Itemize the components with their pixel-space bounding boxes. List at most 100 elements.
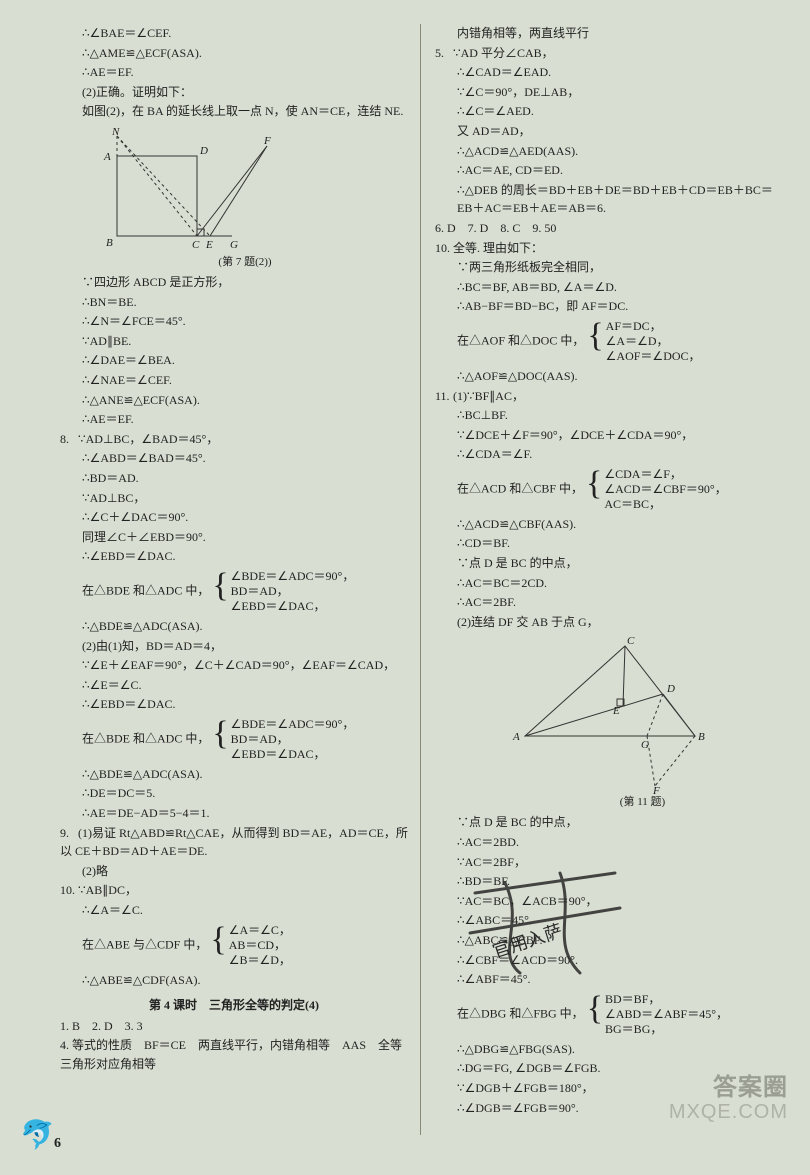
problem-8: 8.∵AD⊥BC，∠BAD＝45°， — [60, 430, 408, 450]
text-line: ∴∠N＝∠FCE＝45°. — [60, 312, 408, 332]
text-line: ∴△AOF≌△DOC(AAS). — [435, 367, 780, 387]
text-line: ∵AB∥DC， — [78, 883, 137, 897]
text-line: ∴∠ABD＝∠BAD＝45°. — [60, 449, 408, 469]
problem-number: 10. — [60, 881, 78, 900]
brace-row: ∠EBD＝∠DAC， — [231, 747, 355, 762]
brace-symbol-icon: { — [212, 717, 228, 762]
brace-prefix: 在△AOF 和△DOC 中， — [457, 333, 584, 347]
text-line: (2)由(1)知，BD＝AD＝4， — [60, 637, 408, 657]
text-line: ∴AE＝DE−AD＝5−4＝1. — [60, 804, 408, 824]
svg-text:B: B — [698, 731, 705, 743]
brace-row: BD＝AD， — [231, 732, 355, 747]
svg-text:D: D — [199, 145, 208, 157]
svg-text:B: B — [106, 237, 113, 249]
svg-text:N: N — [111, 126, 120, 138]
text-line: (1)易证 Rt△ABD≌Rt△CAE，从而得到 BD＝AE，AD＝CE，所以 … — [60, 826, 408, 859]
problem-11: 11.(1)∵BF∥AC， — [435, 387, 780, 407]
text-line: ∴AC＝2BD. — [435, 833, 780, 853]
text-line: ∴△ANE≌△ECF(ASA). — [60, 391, 408, 411]
text-line: ∴∠C＝∠AED. — [435, 102, 780, 122]
figure-7-2: N A D B C E G F (第 7 题(2)) — [82, 126, 408, 271]
text-line: ∴∠DAE＝∠BEA. — [60, 351, 408, 371]
answer-row: 4. 等式的性质 BF＝CE 两直线平行，内错角相等 AAS 全等三角形对应角相… — [60, 1036, 408, 1074]
brace-group: 在△AOF 和△DOC 中， { AF＝DC， ∠A＝∠D， ∠AOF＝∠DOC… — [435, 317, 780, 367]
text-line: ∵AD∥BE. — [60, 332, 408, 352]
brace-row: ∠A＝∠D， — [606, 334, 701, 349]
text-line: 又 AD＝AD， — [435, 122, 780, 142]
text-line: (2)连结 DF 交 AB 于点 G， — [435, 613, 780, 633]
stamp-overlay-icon: 官用入萨 — [465, 863, 625, 983]
text-line: ∴DE＝DC＝5. — [60, 784, 408, 804]
figure-11: C A B D E G F (第 11 题) — [505, 636, 780, 811]
text-line: 全等. 理由如下： — [453, 241, 543, 255]
watermark: 答案圈 MXQE.COM — [669, 1075, 788, 1123]
problem-number: 11. — [435, 387, 453, 406]
text-line: ∴∠A＝∠C. — [60, 901, 408, 921]
page: ∴∠BAE＝∠CEF. ∴△AME≌△ECF(ASA). ∴AE＝EF. (2)… — [0, 0, 810, 1175]
text-line: (2)略 — [60, 862, 408, 882]
brace-group: 在△ACD 和△CBF 中， { ∠CDA＝∠F， ∠ACD＝∠CBF＝90°，… — [435, 465, 780, 515]
problem-number: 8. — [60, 430, 78, 449]
text-line: ∵四边形 ABCD 是正方形， — [60, 273, 408, 293]
text-line: ∴AC＝AE, CD＝ED. — [435, 161, 780, 181]
left-column: ∴∠BAE＝∠CEF. ∴△AME≌△ECF(ASA). ∴AE＝EF. (2)… — [60, 24, 420, 1135]
brace-row: BD＝AD， — [231, 584, 355, 599]
text-line: ∴AE＝EF. — [60, 63, 408, 83]
text-line: (1)∵BF∥AC， — [453, 389, 524, 403]
brace-row: ∠BDE＝∠ADC＝90°， — [231, 717, 355, 732]
svg-text:E: E — [205, 239, 213, 251]
text-line: ∵∠C＝90°，DE⊥AB， — [435, 83, 780, 103]
figure-caption: (第 7 题(2)) — [82, 254, 408, 271]
text-line: ∴AE＝EF. — [60, 410, 408, 430]
brace-group: 在△BDE 和△ADC 中， { ∠BDE＝∠ADC＝90°， BD＝AD， ∠… — [60, 567, 408, 617]
brace-prefix: 在△DBG 和△FBG 中， — [457, 1006, 584, 1020]
brace-prefix: 在△BDE 和△ADC 中， — [82, 583, 209, 597]
text-line: 内错角相等，两直线平行 — [435, 24, 780, 44]
text-line: ∴∠EBD＝∠DAC. — [60, 547, 408, 567]
brace-prefix: 在△BDE 和△ADC 中， — [82, 731, 209, 745]
figure-caption: (第 11 题) — [505, 794, 780, 811]
problem-10r: 10.全等. 理由如下： — [435, 239, 780, 259]
text-line: ∵AD⊥BC， — [60, 489, 408, 509]
text-line: ∴∠C＋∠DAC＝90°. — [60, 508, 408, 528]
answer-row: 1. B 2. D 3. 3 — [60, 1017, 408, 1037]
text-line: ∴BC⊥BF. — [435, 406, 780, 426]
brace-row: ∠EBD＝∠DAC， — [231, 599, 355, 614]
svg-text:C: C — [627, 636, 635, 647]
text-line: ∴∠EBD＝∠DAC. — [60, 695, 408, 715]
text-line: ∴∠CDA＝∠F. — [435, 445, 780, 465]
svg-text:F: F — [263, 135, 271, 147]
brace-group: 在△BDE 和△ADC 中， { ∠BDE＝∠ADC＝90°， BD＝AD， ∠… — [60, 715, 408, 765]
text-line: ∵两三角形纸板完全相同， — [435, 258, 780, 278]
brace-symbol-icon: { — [210, 923, 226, 968]
text-line: ∴△ACD≌△AED(AAS). — [435, 142, 780, 162]
brace-prefix: 在△ABE 与△CDF 中， — [82, 937, 207, 951]
text-line: 如图(2)，在 BA 的延长线上取一点 N，使 AN＝CE，连结 NE. — [60, 102, 408, 122]
text-line: ∴△ACD≌△CBF(AAS). — [435, 515, 780, 535]
brace-symbol-icon: { — [587, 992, 603, 1037]
answer-row: 6. D 7. D 8. C 9. 50 — [435, 219, 780, 239]
svg-text:G: G — [641, 739, 649, 751]
brace-prefix: 在△ACD 和△CBF 中， — [457, 481, 583, 495]
brace-group: 在△ABE 与△CDF 中， { ∠A＝∠C， AB＝CD， ∠B＝∠D， — [60, 921, 408, 971]
brace-group: 在△DBG 和△FBG 中， { BD＝BF， ∠ABD＝∠ABF＝45°， B… — [435, 990, 780, 1040]
text-line: ∵∠E＋∠EAF＝90°，∠C＋∠CAD＝90°，∠EAF＝∠CAD， — [60, 656, 408, 676]
overlay-region: ∵点 D 是 BC 的中点， ∴AC＝2BD. ∵AC＝2BF， ∴BD＝BF.… — [435, 813, 780, 989]
text-line: ∴CD＝BF. — [435, 534, 780, 554]
brace-row: ∠ABD＝∠ABF＝45°， — [605, 1007, 728, 1022]
problem-9: 9.(1)易证 Rt△ABD≌Rt△CAE，从而得到 BD＝AE，AD＝CE，所… — [60, 824, 408, 862]
text-line: (2)正确。证明如下： — [60, 83, 408, 103]
text-line: ∴∠NAE＝∠CEF. — [60, 371, 408, 391]
text-line: ∵AD 平分∠CAB， — [453, 46, 554, 60]
text-line: 同理∠C＋∠EBD＝90°. — [60, 528, 408, 548]
brace-row: AC＝BC， — [604, 497, 726, 512]
problem-number: 10. — [435, 239, 453, 258]
text-line: ∴△AME≌△ECF(ASA). — [60, 44, 408, 64]
problem-number: 9. — [60, 824, 78, 843]
text-line: ∴AC＝2BF. — [435, 593, 780, 613]
brace-symbol-icon: { — [586, 467, 602, 512]
text-line: ∴BN＝BE. — [60, 293, 408, 313]
brace-row: ∠BDE＝∠ADC＝90°， — [231, 569, 355, 584]
dolphin-icon: 🐬 — [20, 1114, 55, 1157]
watermark-line2: MXQE.COM — [669, 1101, 788, 1123]
